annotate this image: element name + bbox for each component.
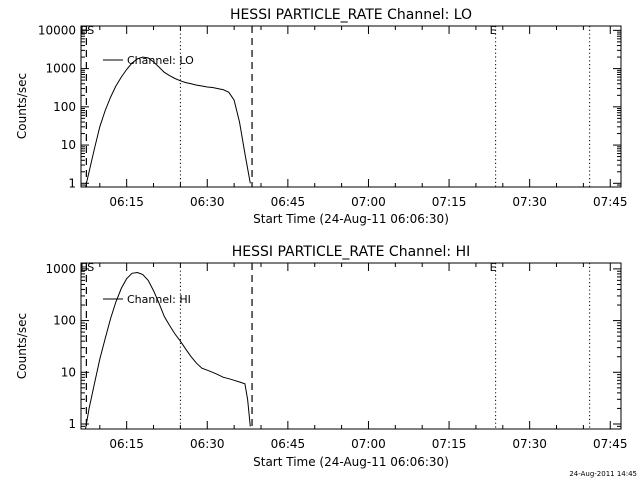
plot-frame — [80, 25, 622, 188]
plot-frame — [80, 262, 622, 430]
x-axis-label: Start Time (24-Aug-11 06:06:30) — [253, 455, 449, 469]
y-tick-label: 10 — [61, 365, 76, 379]
x-tick-label: 07:15 — [432, 437, 467, 451]
event-marker-label: E — [490, 24, 497, 37]
legend: Channel: HI — [103, 293, 191, 306]
y-tick-label: 1000 — [45, 262, 76, 276]
series-line — [85, 271, 251, 430]
x-tick-label: 07:00 — [351, 437, 386, 451]
x-tick-label: 06:30 — [190, 437, 225, 451]
x-tick-label: 06:15 — [109, 195, 144, 209]
y-axis-label: Counts/sec — [15, 313, 29, 379]
x-tick-label: 07:15 — [432, 195, 467, 209]
chart-panel-hi: HESSI PARTICLE_RATE Channel: HI Counts/s… — [15, 244, 628, 469]
y-tick-label: 10 — [61, 138, 76, 152]
legend-label: Channel: HI — [127, 293, 191, 306]
event-marker-label: E — [490, 261, 497, 274]
x-tick-label: 07:45 — [593, 437, 628, 451]
y-axis-label: Counts/sec — [15, 73, 29, 139]
legend-label: Channel: LO — [127, 54, 194, 67]
x-axis-label: Start Time (24-Aug-11 06:06:30) — [253, 212, 449, 226]
x-tick-label: 07:00 — [351, 195, 386, 209]
x-tick-label: 07:30 — [512, 195, 547, 209]
x-tick-label: 06:30 — [190, 195, 225, 209]
x-tick-label: 06:45 — [271, 195, 306, 209]
event-marker-label: ES — [80, 261, 94, 274]
y-tick-label: 100 — [53, 100, 76, 114]
y-tick-label: 1000 — [45, 62, 76, 76]
y-tick-label: 10000 — [38, 23, 76, 37]
x-tick-label: 06:15 — [109, 437, 144, 451]
x-tick-label: 07:30 — [512, 437, 547, 451]
chart-panel-lo: HESSI PARTICLE_RATE Channel: LO Counts/s… — [15, 7, 628, 226]
chart-title: HESSI PARTICLE_RATE Channel: HI — [232, 244, 470, 260]
series-line — [85, 56, 251, 188]
x-tick-label: 07:45 — [593, 195, 628, 209]
event-marker-label: ES — [80, 24, 94, 37]
y-tick-label: 1 — [68, 417, 76, 431]
y-tick-label: 100 — [53, 314, 76, 328]
footer-timestamp: 24-Aug-2011 14:45 — [569, 470, 637, 478]
chart-title: HESSI PARTICLE_RATE Channel: LO — [230, 7, 472, 23]
y-tick-label: 1 — [68, 176, 76, 190]
x-tick-label: 06:45 — [271, 437, 306, 451]
